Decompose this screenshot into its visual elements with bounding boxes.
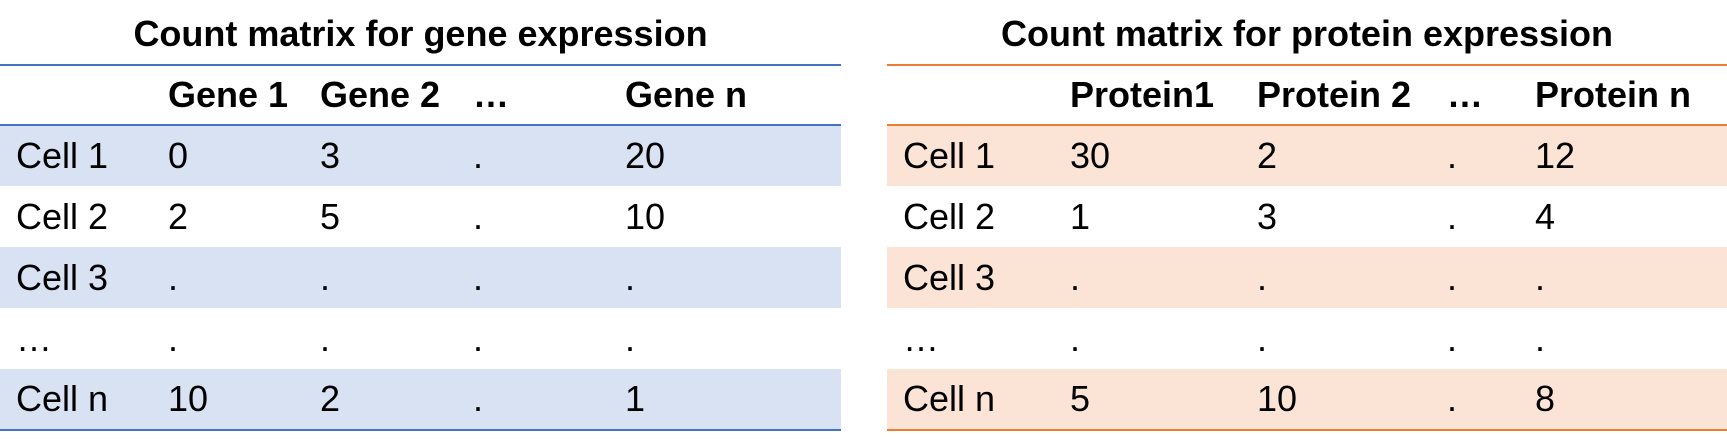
table-cell: 0 [152,125,304,186]
table-cell: 10 [625,195,666,237]
table-cell: . [1431,369,1519,430]
table-cell: . [609,247,841,308]
header-cell-gene-n: Gene n [625,74,748,115]
row-label: Cell 2 [903,195,996,237]
table-cell: 12 [1519,125,1727,186]
table-row: Cell n 5 10 . 8 [887,369,1727,430]
header-cell-protein-1: Protein1 [1070,74,1215,115]
table-cell: 2 [168,195,189,237]
table-cell: 1 [1070,195,1091,237]
table-cell: 1 [609,369,841,430]
table-row: Cell 2 1 3 . 4 [887,186,1727,247]
table-cell: . [1519,247,1727,308]
gene-matrix-panel: Count matrix for gene expression Gene 1 … [0,0,841,431]
table-cell: . [1447,195,1458,237]
row-label: Cell n [887,369,1054,430]
header-cell-gene-1: Gene 1 [168,74,289,115]
table-row: … . . . . [887,308,1727,369]
table-cell: 10 [1241,369,1431,430]
header-cell-protein-n: Protein n [1535,74,1692,115]
row-label: Cell 3 [0,247,152,308]
header-cell-gene-2: Gene 2 [320,74,441,115]
table-cell: . [1431,247,1519,308]
row-label: Cell n [0,369,152,430]
table-row: Cell 1 0 3 . 20 [0,125,841,186]
table-cell: . [1431,125,1519,186]
table-cell: 20 [609,125,841,186]
header-cell-ellipsis: … [473,74,509,115]
row-label: … [16,317,52,359]
table-cell: . [168,317,179,359]
table-cell: 4 [1535,195,1556,237]
header-cell-protein-2: Protein 2 [1257,74,1412,115]
table-cell: . [457,369,609,430]
table-row: Cell n 10 2 . 1 [0,369,841,430]
header-cell-corner [0,65,152,125]
table-header-row: Gene 1 Gene 2 … Gene n [0,65,841,125]
table-cell: 8 [1519,369,1727,430]
table-cell: . [1070,317,1081,359]
table-cell: . [320,317,331,359]
table-cell: . [304,247,457,308]
table-cell: 3 [1257,195,1278,237]
protein-matrix-panel: Count matrix for protein expression Prot… [887,0,1727,431]
table-header-row: Protein1 Protein 2 … Protein n [887,65,1727,125]
row-label: Cell 2 [16,195,109,237]
table-row: Cell 2 2 5 . 10 [0,186,841,247]
table-cell: . [457,125,609,186]
gene-matrix-table: Gene 1 Gene 2 … Gene n Cell 1 0 3 . 20 C… [0,64,841,431]
table-cell: . [1447,317,1458,359]
table-cell: 5 [1054,369,1241,430]
table-cell: 2 [304,369,457,430]
table-cell: . [1054,247,1241,308]
table-cell: . [473,317,484,359]
header-cell-ellipsis: … [1447,74,1483,115]
row-label: … [903,317,939,359]
table-cell: 30 [1054,125,1241,186]
table-row: Cell 1 30 2 . 12 [887,125,1727,186]
table-cell: 5 [320,195,341,237]
table-cell: . [473,195,484,237]
table-cell: . [625,317,636,359]
table-cell: . [152,247,304,308]
header-cell-corner [887,65,1054,125]
table-cell: . [1241,247,1431,308]
row-label: Cell 1 [887,125,1054,186]
table-cell: . [1535,317,1546,359]
table-cell: 2 [1241,125,1431,186]
protein-matrix-title: Count matrix for protein expression [1000,13,1614,54]
table-row: Cell 3 . . . . [887,247,1727,308]
row-label: Cell 3 [887,247,1054,308]
table-cell: 3 [304,125,457,186]
table-cell: . [1257,317,1268,359]
gene-matrix-title: Count matrix for gene expression [133,13,708,54]
table-cell: . [457,247,609,308]
row-label: Cell 1 [0,125,152,186]
table-row: Cell 3 . . . . [0,247,841,308]
table-cell: 10 [152,369,304,430]
protein-matrix-table: Protein1 Protein 2 … Protein n Cell 1 30… [887,64,1727,431]
table-row: … . . . . [0,308,841,369]
